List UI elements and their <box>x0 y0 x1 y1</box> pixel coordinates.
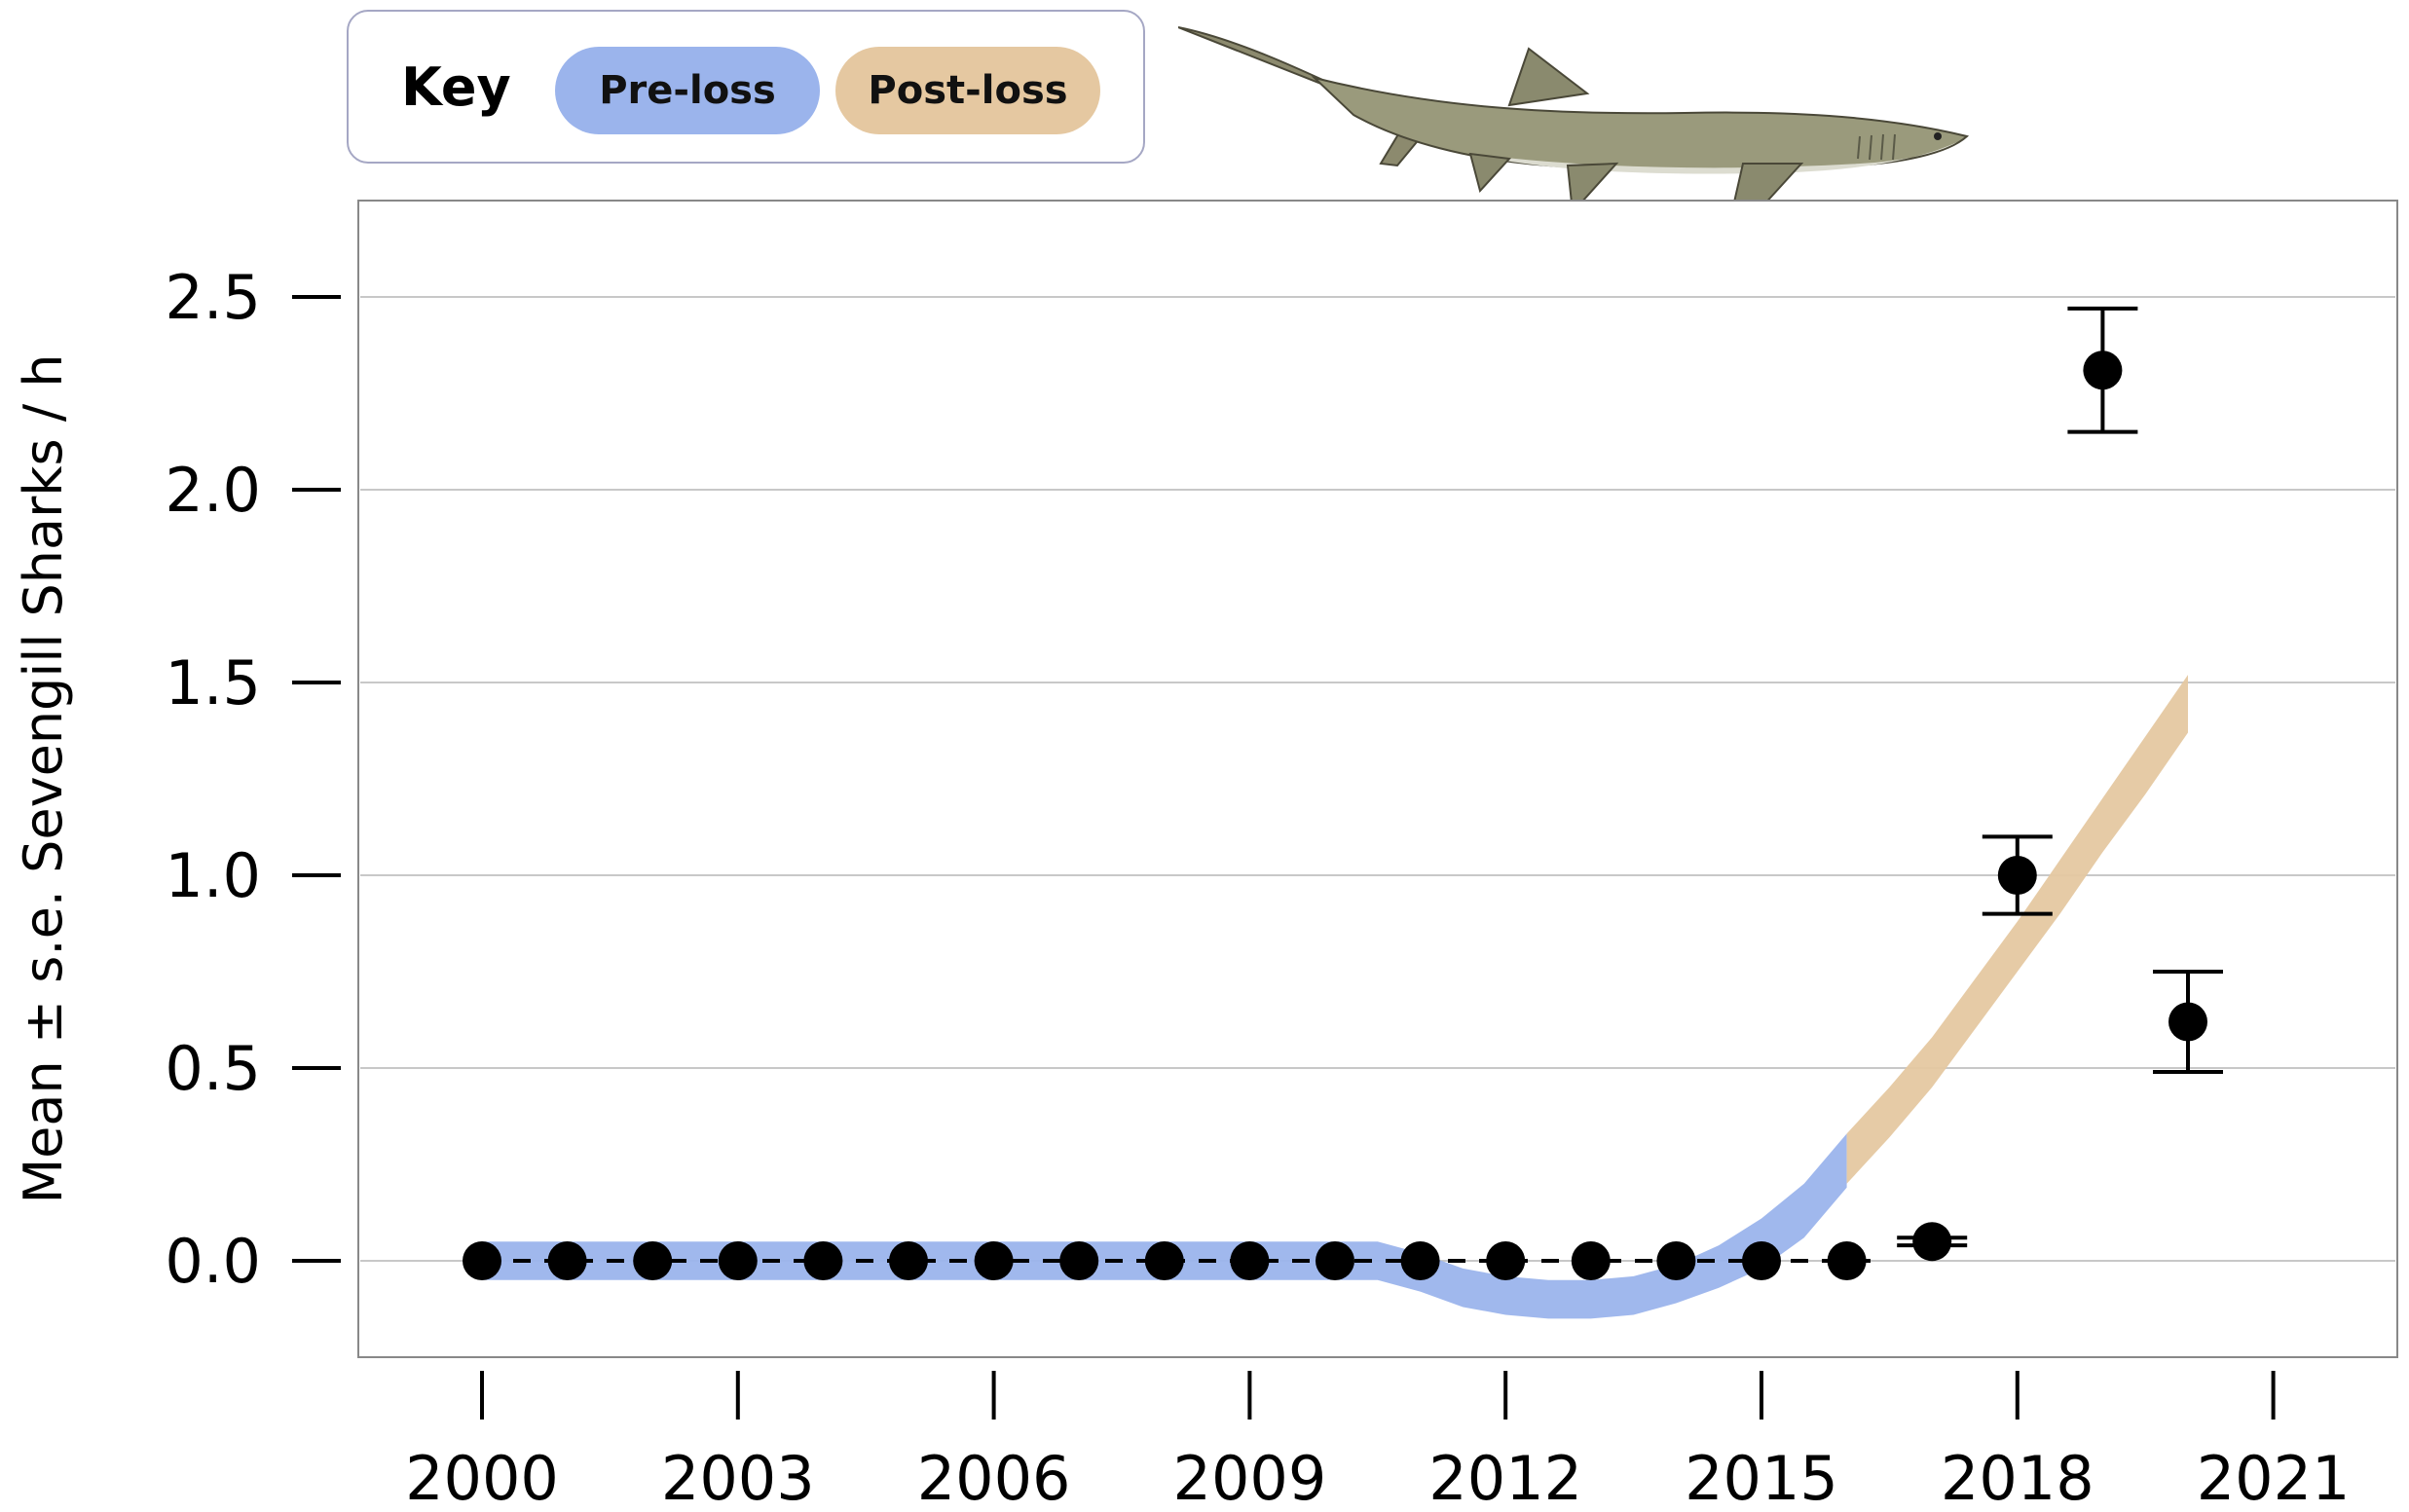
point-marker <box>803 1241 843 1280</box>
data-points <box>463 306 2223 1280</box>
x-tick-label: 2003 <box>661 1443 815 1512</box>
y-axis: 0.0 0.5 1.0 1.5 2.0 2.5 <box>165 262 341 1297</box>
data-point <box>1897 1222 1968 1262</box>
point-marker <box>974 1241 1014 1280</box>
y-tick-label: 1.5 <box>165 647 261 719</box>
x-tick-label: 2021 <box>2197 1443 2351 1512</box>
y-tick-label: 0.5 <box>165 1033 261 1104</box>
point-marker <box>1742 1241 1781 1280</box>
y-tick-label: 2.0 <box>165 455 261 526</box>
legend-item-post-loss: Post-loss <box>835 47 1100 134</box>
fit-band-post-loss <box>1846 675 2188 1184</box>
x-tick-label: 2015 <box>1685 1443 1838 1512</box>
data-point <box>1742 1241 1781 1280</box>
data-point <box>547 1241 587 1280</box>
point-marker <box>463 1241 501 1280</box>
point-marker <box>1912 1222 1952 1262</box>
data-point <box>803 1241 843 1280</box>
point-marker <box>2083 350 2123 390</box>
data-point <box>1059 1241 1099 1280</box>
legend: Key Pre-loss Post-loss <box>347 10 1145 164</box>
data-point <box>974 1241 1014 1280</box>
point-marker <box>1316 1241 1354 1280</box>
point-marker <box>718 1241 758 1280</box>
y-tick-label: 1.0 <box>165 840 261 911</box>
x-tick-label: 2000 <box>405 1443 559 1512</box>
data-point <box>1982 834 2053 916</box>
point-marker <box>2168 1002 2207 1042</box>
point-marker <box>1059 1241 1099 1280</box>
data-point <box>1230 1241 1270 1280</box>
y-tick-label: 0.0 <box>165 1226 261 1297</box>
data-point <box>718 1241 758 1280</box>
y-axis-label: Mean ± s.e. Sevengill Sharks / h <box>13 354 74 1204</box>
point-marker <box>1486 1241 1526 1280</box>
point-marker <box>1656 1241 1696 1280</box>
data-point <box>2067 306 2138 434</box>
data-point <box>463 1241 501 1280</box>
plot-area <box>357 200 2398 1358</box>
point-marker <box>1827 1241 1867 1280</box>
x-tick-label: 2009 <box>1173 1443 1327 1512</box>
point-marker <box>633 1241 673 1280</box>
x-axis: 2000 2003 2006 2009 2012 2015 2018 2021 <box>405 1371 2350 1512</box>
legend-item-pre-loss: Pre-loss <box>555 47 820 134</box>
data-point <box>889 1241 928 1280</box>
x-tick-label: 2006 <box>917 1443 1071 1512</box>
data-point <box>1316 1241 1354 1280</box>
point-marker <box>889 1241 928 1280</box>
point-marker <box>1144 1241 1184 1280</box>
data-point <box>1571 1241 1611 1280</box>
x-tick-label: 2012 <box>1428 1443 1582 1512</box>
y-tick-label: 2.5 <box>165 262 261 333</box>
point-marker <box>1400 1241 1440 1280</box>
sevengill-shark-illustration <box>1178 26 1970 253</box>
data-point <box>2153 970 2223 1074</box>
legend-title: Key <box>401 56 511 118</box>
point-marker <box>1997 856 2037 895</box>
data-point <box>633 1241 673 1280</box>
data-point <box>1827 1241 1867 1280</box>
x-tick-label: 2018 <box>1941 1443 2094 1512</box>
point-marker <box>1230 1241 1270 1280</box>
data-point <box>1144 1241 1184 1280</box>
point-marker <box>547 1241 587 1280</box>
data-point <box>1656 1241 1696 1280</box>
data-point <box>1486 1241 1526 1280</box>
point-marker <box>1571 1241 1611 1280</box>
data-point <box>1400 1241 1440 1280</box>
